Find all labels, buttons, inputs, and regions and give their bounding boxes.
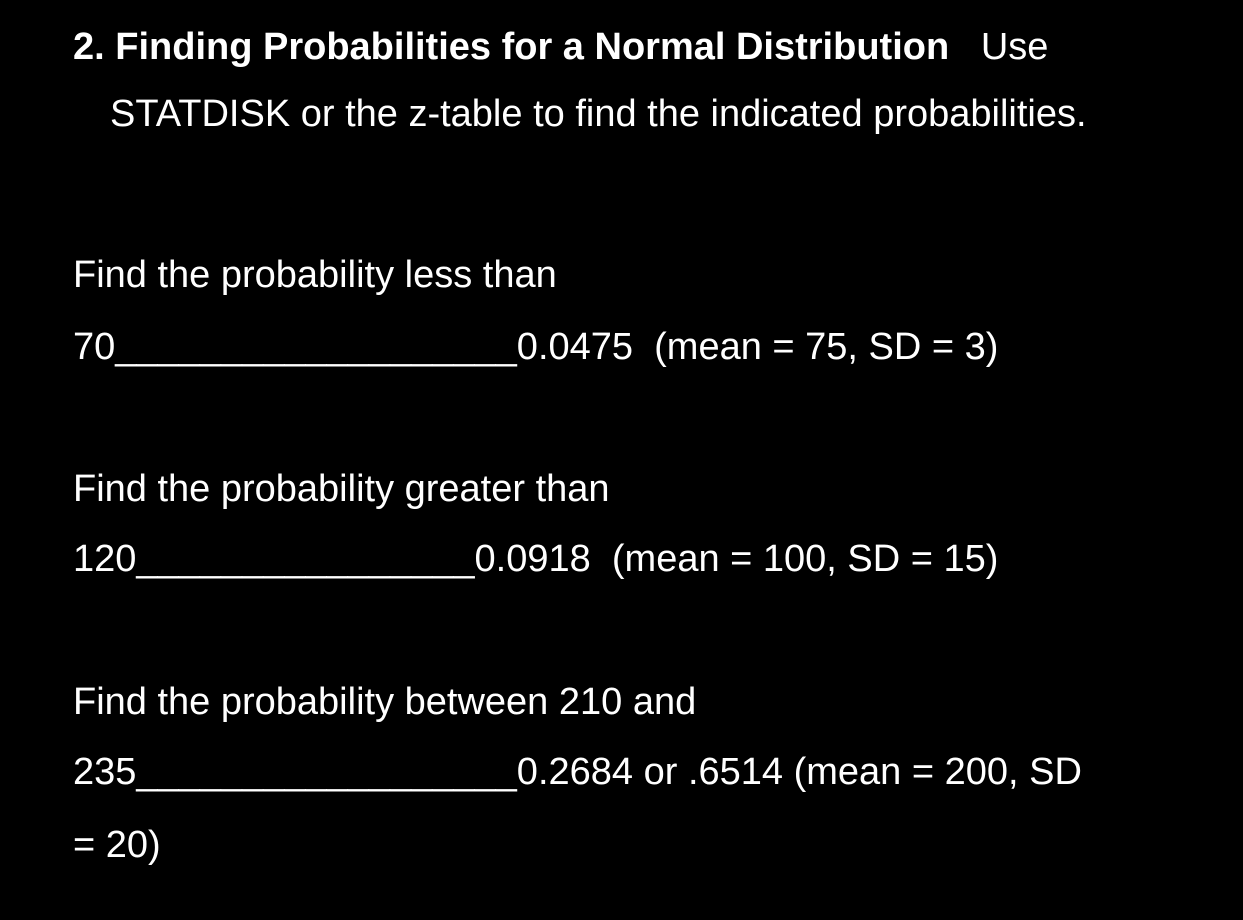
problem-1-prompt: Find the probability less than xyxy=(73,254,557,296)
problem-3-prompt: Find the probability between 210 and xyxy=(73,681,697,723)
problem-1-answer: 70___________________0.0475 (mean = 75, … xyxy=(73,326,999,368)
problem-3-answer: 235__________________0.2684 or .6514 (me… xyxy=(73,751,1082,793)
section-title-instruction: Use xyxy=(949,26,1049,68)
problem-3-answer-continuation: = 20) xyxy=(73,824,161,866)
section-heading: 2. Finding Probabilities for a Normal Di… xyxy=(73,24,1048,70)
problem-2-prompt: Find the probability greater than xyxy=(73,468,610,510)
section-title: 2. Finding Probabilities for a Normal Di… xyxy=(73,26,950,68)
section-instruction: STATDISK or the z-table to find the indi… xyxy=(110,93,1087,135)
problem-2-answer: 120________________0.0918 (mean = 100, S… xyxy=(73,538,999,580)
